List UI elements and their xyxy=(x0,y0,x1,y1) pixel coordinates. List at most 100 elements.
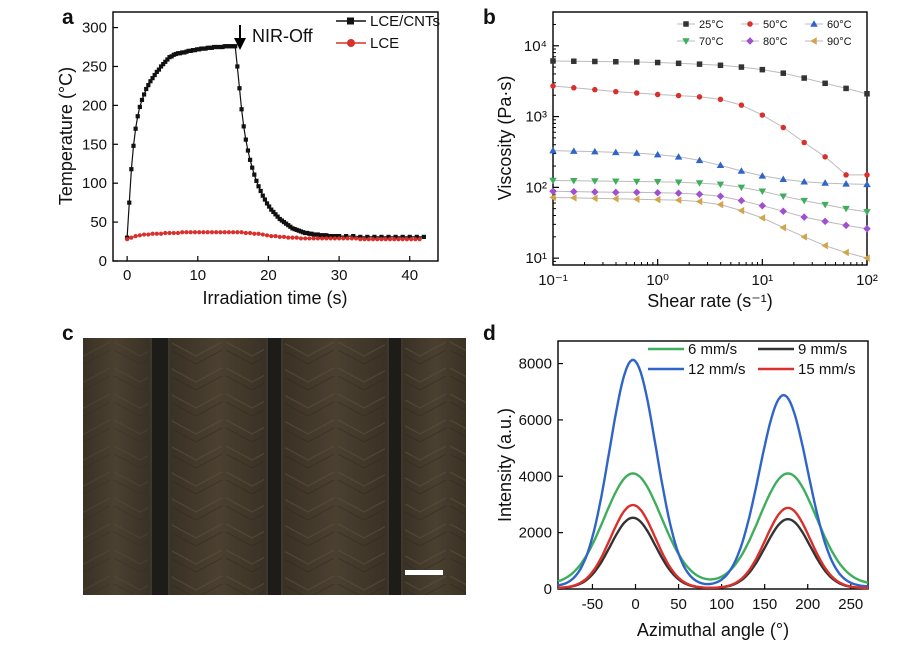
b-point-60-c xyxy=(570,147,578,154)
a-x-tick-label: 30 xyxy=(331,267,348,284)
b-point-60-c xyxy=(695,156,704,164)
a-x-tick-label: 10 xyxy=(189,267,206,284)
b-point-50-c xyxy=(822,154,828,160)
a-point-lce-cnts xyxy=(264,201,270,206)
b-legend-marker-80-c xyxy=(746,37,754,45)
a-point-lce xyxy=(175,230,181,236)
a-point-lce xyxy=(235,230,240,235)
a-point-lce-cnts xyxy=(214,44,219,50)
a-point-lce-cnts xyxy=(137,104,142,110)
d-legend-label-12-mm-s: 12 mm/s xyxy=(688,361,746,378)
d-y-tick-label: 8000 xyxy=(519,356,552,373)
a-point-lce-cnts xyxy=(139,97,145,103)
b-point-25-c xyxy=(675,60,682,67)
a-point-lce-cnts xyxy=(220,44,225,50)
b-point-90-c xyxy=(570,194,577,202)
a-point-lce xyxy=(214,230,219,235)
panel-a-frame xyxy=(112,11,439,262)
a-point-lce xyxy=(341,236,346,241)
a-point-lce xyxy=(362,237,367,242)
scale-bar xyxy=(405,570,443,575)
a-x-tick-label: 40 xyxy=(401,267,418,284)
d-x-tick-label: 50 xyxy=(670,596,687,613)
b-point-50-c xyxy=(654,91,661,98)
a-point-lce xyxy=(260,232,265,237)
b-point-90-c xyxy=(800,233,807,241)
d-series-line-6-mm-s xyxy=(557,472,869,584)
a-point-lce-cnts xyxy=(222,44,227,49)
a-point-lce-cnts xyxy=(165,57,170,62)
a-point-lce xyxy=(290,235,295,240)
b-point-60-c xyxy=(842,180,850,187)
a-point-lce xyxy=(167,230,172,236)
panel-b-series xyxy=(549,58,871,262)
b-point-70-c xyxy=(737,184,746,192)
panel-d-chart: -50 0 50 100 150 200 250 0 2000 4000 6000 8000 Azim… xyxy=(495,340,869,640)
a-point-lce-cnts xyxy=(358,234,363,239)
a-point-lce-cnts xyxy=(127,200,132,205)
b-point-80-c xyxy=(632,188,641,197)
a-point-lce-cnts xyxy=(328,234,333,239)
a-point-lce-cnts xyxy=(256,184,261,189)
b-point-70-c xyxy=(716,181,725,189)
a-point-lce xyxy=(247,230,253,236)
a-point-lce-cnts xyxy=(286,223,291,228)
a-point-lce xyxy=(141,232,147,237)
d-y-tick-label: 2000 xyxy=(519,525,552,542)
a-point-lce-cnts xyxy=(171,52,176,57)
a-point-lce-cnts xyxy=(269,207,274,212)
d-legend-label-6-mm-s: 6 mm/s xyxy=(688,341,737,358)
a-x-tick-label: 20 xyxy=(260,267,277,284)
b-point-80-c xyxy=(653,188,662,197)
b-point-60-c xyxy=(674,153,683,160)
a-point-lce xyxy=(197,230,202,235)
a-point-lce xyxy=(201,230,206,235)
a-point-lce xyxy=(146,232,151,237)
b-legend-marker-25-c xyxy=(683,21,689,27)
a-point-lce-cnts xyxy=(167,55,172,60)
a-point-lce xyxy=(383,237,388,242)
a-point-lce xyxy=(158,231,164,236)
a-point-lce-cnts xyxy=(386,234,391,239)
panel-d-y-axis-label: Intensity (a.u.) xyxy=(495,408,515,522)
a-point-lce-cnts xyxy=(226,44,231,49)
b-point-90-c xyxy=(591,194,598,203)
a-point-lce-cnts xyxy=(133,126,138,131)
b-point-25-c xyxy=(613,58,619,65)
a-point-lce xyxy=(218,230,223,235)
a-point-lce-cnts xyxy=(144,86,149,92)
b-point-80-c xyxy=(591,188,599,196)
a-point-lce-cnts xyxy=(351,234,356,239)
b-point-70-c xyxy=(695,180,704,187)
a-point-lce xyxy=(370,237,376,242)
a-point-lce xyxy=(243,230,248,236)
panel-b-legend: 25°C 50°C 60°C 70°C 80°C 90°C xyxy=(677,19,852,48)
b-point-25-c xyxy=(780,70,787,76)
a-point-lce-cnts xyxy=(283,221,289,226)
b-series-line-60-c xyxy=(552,150,868,185)
a-point-lce-cnts xyxy=(216,44,221,50)
a-point-lce-cnts xyxy=(332,234,337,239)
b-point-50-c xyxy=(571,85,577,91)
a-point-lce xyxy=(222,230,227,235)
a-point-lce-cnts xyxy=(197,47,202,52)
a-point-lce xyxy=(307,236,312,241)
a-point-lce-cnts xyxy=(260,193,265,198)
nir-off-annotation: NIR-Off xyxy=(252,26,314,46)
b-point-80-c xyxy=(716,192,725,200)
a-point-lce-cnts xyxy=(190,48,195,53)
a-point-lce xyxy=(226,230,231,235)
a-point-lce-cnts xyxy=(258,188,263,194)
b-y-tick-label: 10³ xyxy=(525,109,547,126)
a-point-lce-cnts xyxy=(184,49,189,54)
a-point-lce-cnts xyxy=(186,48,191,54)
b-point-80-c xyxy=(821,217,829,226)
d-y-tick-label: 4000 xyxy=(519,468,552,485)
b-point-80-c xyxy=(737,196,746,205)
a-point-lce xyxy=(396,237,401,242)
b-point-25-c xyxy=(864,91,870,97)
b-point-80-c xyxy=(863,225,871,233)
a-point-lce-cnts xyxy=(322,233,327,238)
a-point-lce xyxy=(180,230,185,235)
a-point-lce xyxy=(409,237,414,242)
